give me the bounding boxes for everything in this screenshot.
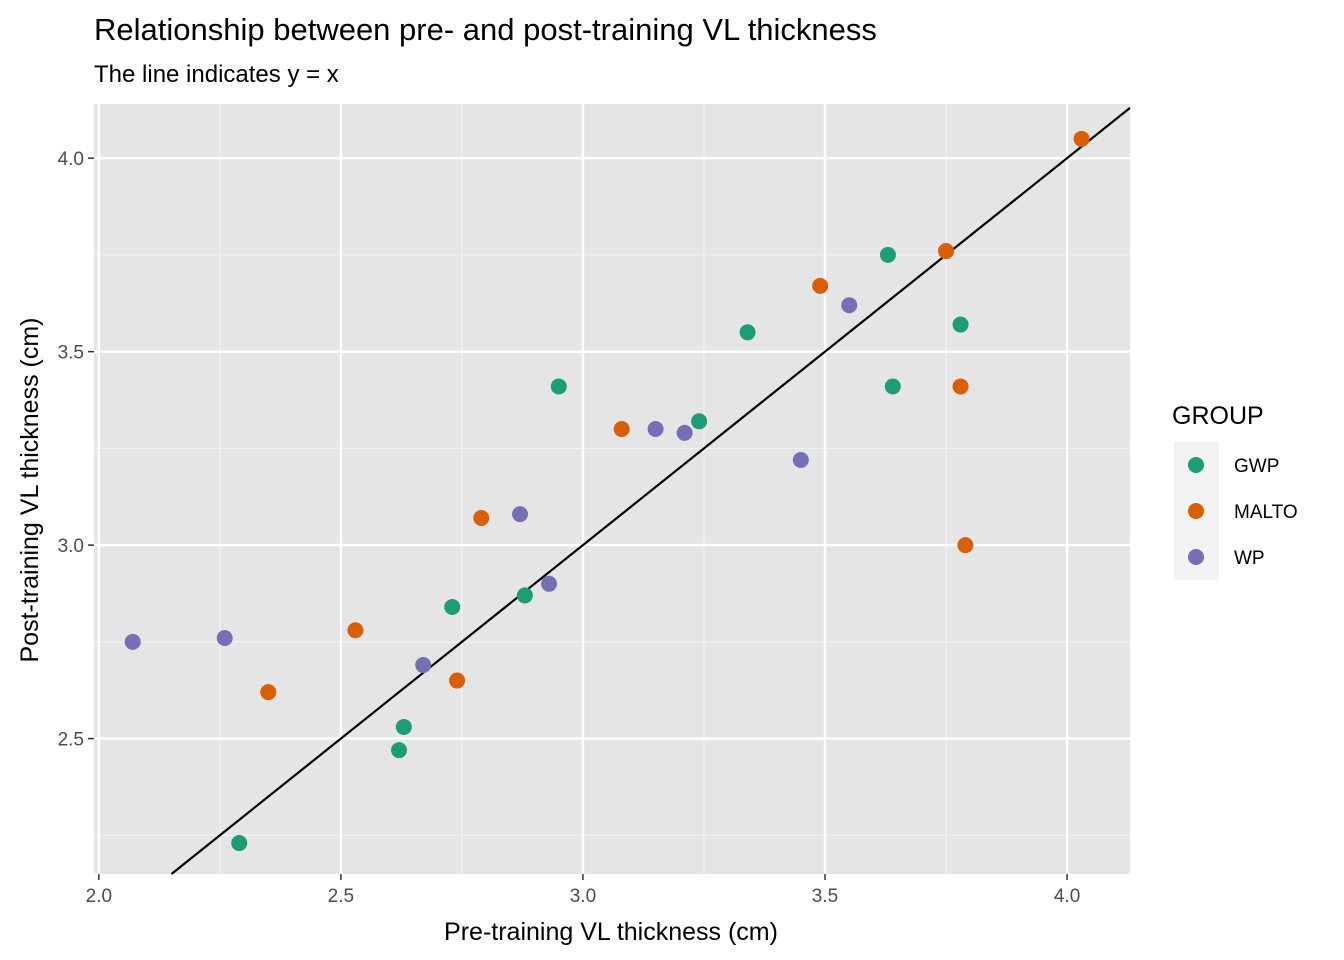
y-tick-label: 3.5	[58, 343, 84, 364]
series-gwp	[231, 246, 969, 852]
chart-subtitle: The line indicates y = x	[94, 61, 339, 88]
data-point-gwp	[516, 587, 533, 604]
x-tick-label: 3.0	[570, 886, 596, 907]
series-malto	[260, 130, 1090, 701]
data-point-wp	[216, 629, 233, 646]
x-tick-label: 3.5	[812, 886, 838, 907]
data-point-gwp	[395, 718, 412, 735]
data-point-gwp	[444, 599, 461, 616]
y-tick-label: 4.0	[58, 149, 84, 170]
data-point-malto	[952, 378, 969, 395]
data-point-malto	[473, 510, 490, 527]
data-point-malto	[1073, 130, 1090, 147]
x-axis-ticks: 2.0 2.5 3.0 3.5 4.0	[86, 874, 1080, 907]
plot-panel	[94, 104, 1130, 874]
data-point-gwp	[739, 324, 756, 341]
data-point-malto	[957, 537, 974, 554]
y-tick-label: 3.0	[58, 536, 84, 557]
data-point-gwp	[952, 316, 969, 333]
y-axis-ticks: 2.5 3.0 3.5 4.0	[58, 149, 94, 751]
chart-title: Relationship between pre- and post-train…	[94, 12, 877, 47]
legend-label-malto: MALTO	[1234, 502, 1298, 523]
x-axis-title: Pre-training VL thickness (cm)	[444, 918, 778, 946]
data-point-wp	[541, 575, 558, 592]
legend-label-gwp: GWP	[1234, 456, 1279, 477]
y-axis-title: Post-training VL thickness (cm)	[16, 317, 44, 662]
series-wp	[124, 297, 858, 674]
data-point-wp	[512, 506, 529, 523]
x-tick-label: 2.5	[328, 886, 354, 907]
x-tick-label: 4.0	[1054, 886, 1080, 907]
data-point-malto	[449, 672, 466, 689]
legend-label-wp: WP	[1234, 548, 1265, 569]
data-point-malto	[613, 421, 630, 438]
data-point-wp	[841, 297, 858, 314]
data-point-wp	[415, 657, 432, 674]
legend-key-gwp	[1188, 457, 1204, 473]
data-point-gwp	[884, 378, 901, 395]
identity-line	[170, 107, 1131, 875]
reference-line	[170, 107, 1131, 875]
legend-key-wp	[1188, 549, 1204, 565]
data-point-wp	[792, 451, 809, 468]
data-points	[124, 130, 1090, 852]
legend: GROUP GWP MALTO WP	[1172, 402, 1298, 580]
legend-title: GROUP	[1172, 402, 1264, 430]
data-point-gwp	[390, 742, 407, 759]
panel-background	[94, 104, 1130, 874]
data-point-gwp	[231, 835, 248, 852]
legend-key-malto	[1188, 503, 1204, 519]
y-tick-label: 2.5	[58, 730, 84, 751]
data-point-wp	[124, 633, 141, 650]
data-point-wp	[676, 424, 693, 441]
data-point-malto	[938, 243, 955, 260]
data-point-malto	[260, 684, 277, 701]
data-point-malto	[347, 622, 364, 639]
data-point-gwp	[879, 246, 896, 263]
data-point-malto	[812, 277, 829, 294]
data-point-gwp	[691, 413, 708, 430]
data-point-gwp	[550, 378, 567, 395]
data-point-wp	[647, 421, 664, 438]
x-tick-label: 2.0	[86, 886, 112, 907]
